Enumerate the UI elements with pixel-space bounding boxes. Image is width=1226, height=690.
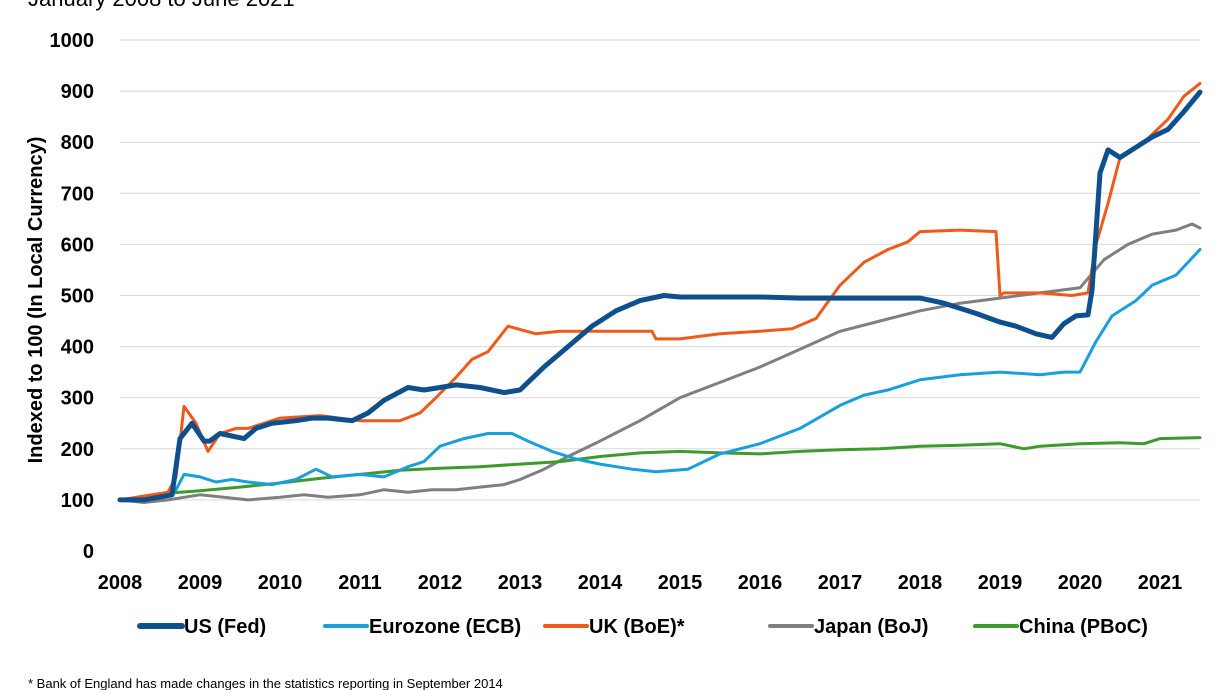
y-tick-label: 100 [61, 490, 94, 512]
y-tick-label: 900 [61, 81, 94, 103]
y-tick-label: 300 [61, 388, 94, 410]
legend-label: Eurozone (ECB) [369, 616, 521, 638]
x-tick-label: 2014 [578, 572, 623, 594]
x-tick-label: 2009 [178, 572, 223, 594]
y-axis-ticks: 0 100 200 300 400 500 600 700 800 900 1000 [50, 30, 95, 563]
x-axis-ticks: 2008 2009 2010 2011 2012 2013 2014 2015 2016 2017… [98, 572, 1183, 594]
y-tick-label: 500 [61, 286, 94, 308]
x-tick-label: 2020 [1058, 572, 1103, 594]
series-line-0 [117, 89, 1203, 503]
series-line-3 [118, 222, 1202, 504]
series-line-2 [118, 81, 1202, 502]
y-tick-label: 600 [61, 234, 94, 256]
series-lines [117, 81, 1203, 504]
x-tick-label: 2016 [738, 572, 783, 594]
y-tick-label: 700 [61, 183, 94, 205]
gridlines [120, 39, 1200, 501]
x-tick-label: 2010 [258, 572, 303, 594]
x-tick-label: 2021 [1138, 572, 1183, 594]
series-line-1 [118, 248, 1202, 502]
x-tick-label: 2019 [978, 572, 1023, 594]
x-tick-label: 2013 [498, 572, 543, 594]
chart-subtitle: January 2008 to June 2021 [28, 0, 295, 12]
footnote: * Bank of England has made changes in th… [28, 676, 503, 690]
legend: US (Fed) Eurozone (ECB) UK (BoE)* Japan (Bo… [137, 616, 1148, 638]
x-tick-label: 2017 [818, 572, 863, 594]
legend-label: US (Fed) [184, 616, 266, 638]
y-axis-label: Indexed to 100 (In Local Currency) [25, 137, 47, 464]
x-tick-label: 2012 [418, 572, 463, 594]
x-tick-label: 2011 [338, 572, 381, 594]
legend-label: China (PBoC) [1019, 616, 1148, 638]
y-tick-label: 200 [61, 439, 94, 461]
y-tick-label: 400 [61, 337, 94, 359]
legend-label: UK (BoE)* [589, 616, 685, 638]
y-tick-label: 1000 [50, 30, 95, 52]
x-tick-label: 2015 [658, 572, 703, 594]
y-tick-label: 0 [83, 541, 94, 563]
y-tick-label: 800 [61, 132, 94, 154]
x-tick-label: 2018 [898, 572, 943, 594]
series-line-4 [118, 436, 1202, 502]
x-tick-label: 2008 [98, 572, 143, 594]
legend-label: Japan (BoJ) [814, 616, 928, 638]
